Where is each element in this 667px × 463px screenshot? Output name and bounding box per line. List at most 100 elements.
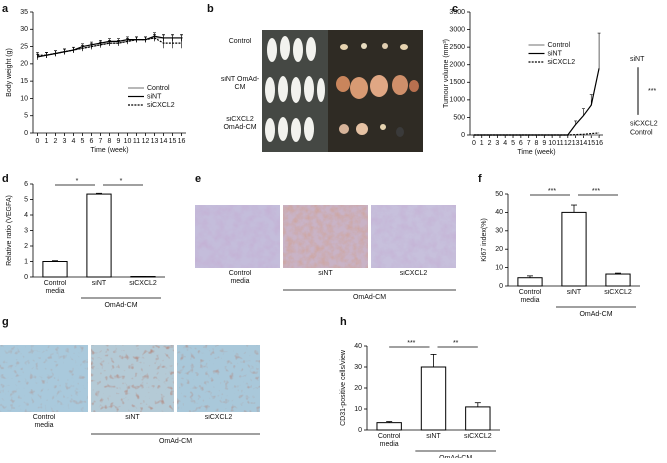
image-label: Control media xyxy=(27,414,61,430)
x-axis-label: Time (week) xyxy=(517,149,555,156)
image-label-box: siNT xyxy=(309,270,343,288)
bar xyxy=(43,262,67,278)
legend-label: siCXCL2 xyxy=(147,102,175,109)
x-tick-label: 16 xyxy=(178,138,186,145)
y-tick-label: 500 xyxy=(453,114,465,121)
image-label: siNT xyxy=(309,270,343,278)
bar xyxy=(606,274,630,286)
significance-label: *** xyxy=(648,88,656,95)
x-tick-label-box: Control media xyxy=(372,433,406,451)
panel-letter: b xyxy=(207,3,214,15)
legend-label: siNT xyxy=(548,50,563,57)
x-tick-label-box: Control media xyxy=(38,280,72,298)
x-tick-label: 0 xyxy=(36,138,40,145)
end-label: siNT xyxy=(630,56,645,63)
x-tick-label: 11 xyxy=(133,138,140,145)
panel-letter: g xyxy=(2,316,9,328)
x-tick-label-box: Control media xyxy=(513,289,547,307)
x-tick-label: siNT xyxy=(417,433,451,441)
y-tick-label: 10 xyxy=(354,406,362,413)
x-tick-label: 3 xyxy=(63,138,67,145)
y-axis-label: CD31-positive cells/view xyxy=(340,349,347,426)
group-label: OmAd-CM xyxy=(159,438,192,445)
x-tick-label: 9 xyxy=(542,140,546,147)
y-tick-label: 30 xyxy=(495,228,503,235)
image-label: Control media xyxy=(223,270,257,286)
group-label: OmAd-CM xyxy=(579,311,612,318)
x-tick-label-box: siCXCL2 xyxy=(126,280,160,298)
end-label: Control xyxy=(630,130,653,137)
y-axis-label: Ki67 index(%) xyxy=(481,218,488,262)
group-label: OmAd-CM xyxy=(104,302,137,309)
y-tick-label: 40 xyxy=(495,209,503,216)
x-tick-label: 11 xyxy=(556,140,563,147)
panel-letter: a xyxy=(2,3,9,15)
x-tick-label: 4 xyxy=(72,138,76,145)
y-tick-label: 4 xyxy=(24,212,28,219)
y-tick-label: 2500 xyxy=(449,44,465,51)
x-tick-label: 2 xyxy=(54,138,58,145)
x-tick-label: Control media xyxy=(513,289,547,305)
x-tick-label: 0 xyxy=(472,140,476,147)
x-tick-label: Control media xyxy=(38,280,72,296)
panel-letter: h xyxy=(340,316,347,328)
x-tick-label: 1 xyxy=(480,140,484,147)
x-tick-label: 4 xyxy=(503,140,507,147)
y-axis-label: Body weight (g) xyxy=(6,48,13,97)
y-axis-label: Relative ratio (VEGFA) xyxy=(6,195,13,266)
x-tick-label: 14 xyxy=(160,138,168,145)
histology-e xyxy=(195,205,456,268)
y-tick-label: 5 xyxy=(24,113,28,120)
x-tick-label-box: siNT xyxy=(557,289,591,307)
tumour-photo xyxy=(328,30,423,152)
bar xyxy=(518,278,542,286)
legend-label: siCXCL2 xyxy=(548,59,576,66)
x-tick-label: siNT xyxy=(557,289,591,297)
significance-label: * xyxy=(76,178,79,185)
y-tick-label: 0 xyxy=(358,427,362,434)
y-tick-label: 0 xyxy=(24,130,28,137)
image-label: siCXCL2 xyxy=(202,414,236,422)
x-tick-label: 12 xyxy=(142,138,150,145)
y-tick-label: 3000 xyxy=(449,26,465,33)
y-tick-label: 1500 xyxy=(449,79,465,86)
y-tick-label: 20 xyxy=(354,385,362,392)
x-axis-label: Time (week) xyxy=(90,147,128,154)
x-tick-label-box: siCXCL2 xyxy=(601,289,635,307)
significance-label: * xyxy=(120,178,123,185)
y-tick-label: 15 xyxy=(20,78,28,85)
y-tick-label: 0 xyxy=(461,132,465,139)
x-tick-label: 3 xyxy=(495,140,499,147)
image-label-box: Control media xyxy=(27,414,61,432)
significance-label: ** xyxy=(453,340,459,347)
row-label: Control xyxy=(218,38,262,46)
histology-g xyxy=(0,345,260,412)
image-label-box: siCXCL2 xyxy=(397,270,431,288)
y-tick-label: 10 xyxy=(495,264,503,271)
x-tick-label: 15 xyxy=(169,138,177,145)
x-tick-label: 5 xyxy=(511,140,515,147)
image-label-box: Control media xyxy=(223,270,257,288)
x-tick-label: 14 xyxy=(580,140,588,147)
row-label: siNT OmAd-CM xyxy=(218,76,262,92)
x-tick-label: 7 xyxy=(99,138,103,145)
y-tick-label: 3 xyxy=(24,227,28,234)
image-label: siNT xyxy=(116,414,150,422)
end-label: siCXCL2 xyxy=(630,121,658,128)
x-tick-label: 12 xyxy=(564,140,572,147)
mouse-photo xyxy=(262,30,328,152)
x-tick-label: 13 xyxy=(572,140,580,147)
y-tick-label: 2 xyxy=(24,243,28,250)
row-label-box: siCXCL2 OmAd-CM xyxy=(218,116,262,136)
y-tick-label: 20 xyxy=(495,246,503,253)
x-tick-label: 8 xyxy=(108,138,112,145)
x-tick-label-box: siNT xyxy=(82,280,116,298)
y-tick-label: 3500 xyxy=(449,9,465,16)
y-tick-label: 1000 xyxy=(449,97,465,104)
y-tick-label: 2000 xyxy=(449,62,465,69)
x-tick-label: 6 xyxy=(519,140,523,147)
legend-label: Control xyxy=(548,42,571,49)
panel-letter: f xyxy=(478,173,482,185)
significance-label: *** xyxy=(548,188,556,195)
